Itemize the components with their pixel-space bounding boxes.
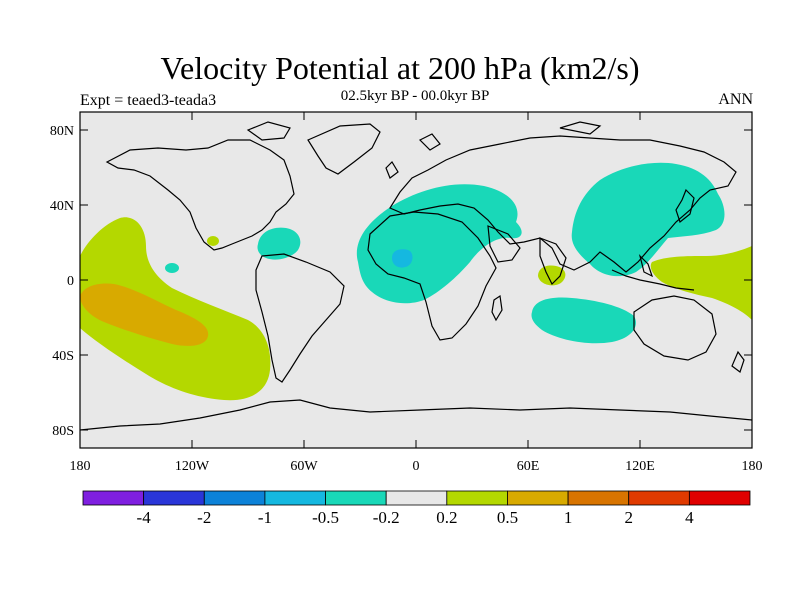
colorbar-swatch	[446, 490, 508, 506]
region-east-pacific-core	[80, 283, 209, 346]
colorbar-swatch	[82, 490, 145, 506]
colorbar-swatch	[325, 490, 387, 506]
season-label: ANN	[718, 91, 753, 108]
x-tick-label: 120E	[625, 459, 655, 474]
colorbar-swatch	[385, 490, 448, 506]
colorbar-swatch	[264, 490, 326, 506]
colorbar-label: 0.5	[497, 508, 518, 527]
chart-subtitle: 02.5kyr BP - 00.0kyr BP	[340, 88, 490, 104]
region-pacific-negative-spot	[165, 263, 179, 273]
y-tick-label: 40S	[52, 349, 74, 364]
chart-title: Velocity Potential at 200 hPa (km2/s)	[160, 50, 640, 86]
colorbar-swatch	[688, 490, 751, 506]
colorbar-label: 2	[624, 508, 633, 527]
colorbar-label: -0.5	[312, 508, 339, 527]
colorbar-label: -2	[197, 508, 211, 527]
region-west-pacific-positive	[650, 246, 752, 320]
y-axis: 80N 40N 0 40S 80S	[50, 124, 752, 439]
region-south-indian-ocean-negative	[531, 297, 636, 344]
colorbar-label: -0.2	[373, 508, 400, 527]
region-mexico-positive	[207, 236, 219, 246]
region-caribbean-negative	[257, 227, 301, 260]
colorbar-label: 4	[685, 508, 694, 527]
x-tick-label: 180	[70, 459, 91, 474]
x-tick-label: 180	[742, 459, 763, 474]
colorbar-swatch	[567, 490, 630, 506]
colorbar-label: 1	[564, 508, 573, 527]
colorbar-swatch	[628, 490, 690, 506]
x-tick-label: 0	[413, 459, 420, 474]
colorbar-label: 0.2	[436, 508, 457, 527]
x-tick-label: 60W	[290, 459, 318, 474]
colorbar-label: -1	[258, 508, 272, 527]
x-tick-label: 60E	[517, 459, 540, 474]
colorbar: -4 -2 -1 -0.5 -0.2 0.2 0.5 1 2 4	[82, 490, 751, 527]
y-tick-label: 0	[67, 274, 74, 289]
x-tick-label: 120W	[175, 459, 210, 474]
x-axis: 180 120W 60W 0 60E 120E 180	[70, 112, 763, 474]
region-east-pacific-positive	[80, 217, 271, 401]
colorbar-label: -4	[137, 508, 152, 527]
colorbar-swatch	[507, 490, 569, 506]
y-tick-label: 80S	[52, 424, 74, 439]
region-west-africa-core	[392, 249, 413, 268]
colorbar-swatch	[143, 490, 205, 506]
y-tick-label: 40N	[50, 199, 74, 214]
experiment-label: Expt = teaed3-teada3	[80, 92, 217, 109]
colorbar-swatch	[203, 490, 266, 506]
y-tick-label: 80N	[50, 124, 74, 139]
coastlines	[80, 121, 752, 431]
